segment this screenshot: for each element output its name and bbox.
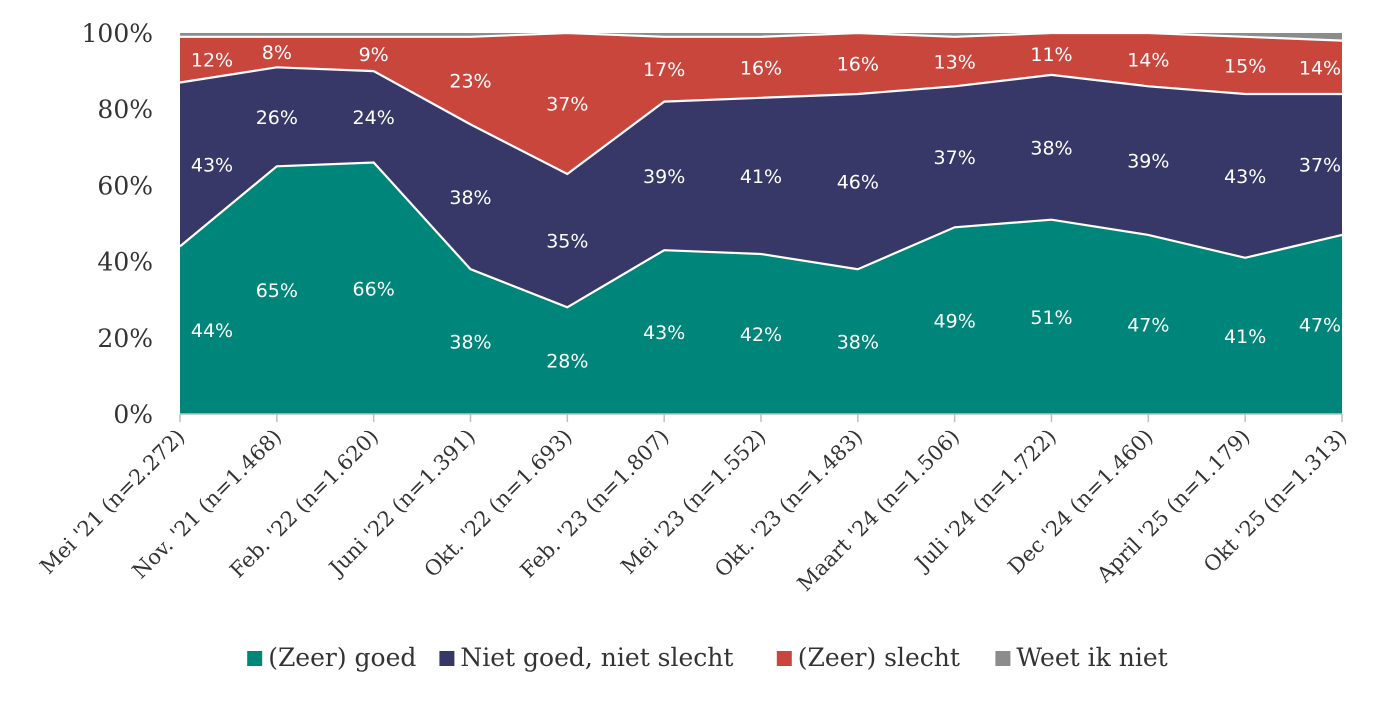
x-tick-label: Maart '24 (n=1.506) <box>793 425 964 596</box>
data-label: 47% <box>1299 314 1341 336</box>
data-label: 49% <box>934 311 976 333</box>
data-label: 37% <box>934 147 976 169</box>
series-boundary-line <box>179 161 1343 309</box>
data-label: 41% <box>1224 326 1266 348</box>
data-label: 24% <box>353 107 395 129</box>
data-label: 39% <box>1127 151 1169 173</box>
data-label: 14% <box>1299 57 1341 79</box>
y-tick-label: 40% <box>97 248 153 277</box>
y-axis-ticks: 0% 20% 40% 60% 80% 100% <box>82 19 153 429</box>
y-tick-label: 100% <box>82 19 153 48</box>
legend-label: (Zeer) goed <box>268 643 416 672</box>
data-label: 43% <box>1224 166 1266 188</box>
legend-item: Niet goed, niet slecht <box>439 643 733 672</box>
chart-axes <box>179 413 1343 422</box>
data-label: 46% <box>837 172 879 194</box>
data-label: 38% <box>449 187 491 209</box>
data-label: 13% <box>934 52 976 74</box>
data-label: 28% <box>546 351 588 373</box>
data-label: 44% <box>191 320 233 342</box>
data-label: 38% <box>1030 137 1072 159</box>
data-label: 43% <box>643 322 685 344</box>
data-label: 39% <box>643 166 685 188</box>
data-label: 12% <box>191 50 233 72</box>
data-label: 9% <box>359 44 389 66</box>
data-label: 16% <box>740 57 782 79</box>
area-zeer-slecht <box>180 33 1342 174</box>
data-label: 37% <box>1299 154 1341 176</box>
data-label: 8% <box>262 42 292 64</box>
legend-label: Niet goed, niet slecht <box>460 643 733 672</box>
data-label: 37% <box>546 93 588 115</box>
area-zeer-goed <box>180 162 1342 414</box>
data-label: 35% <box>546 231 588 253</box>
legend-label: (Zeer) slecht <box>798 643 960 672</box>
area-niet-goed-niet-slecht <box>180 67 1342 308</box>
data-label: 11% <box>1030 44 1072 66</box>
legend: (Zeer) goed Niet goed, niet slecht (Zeer) … <box>247 643 1168 672</box>
data-label: 66% <box>353 278 395 300</box>
data-label: 26% <box>256 107 298 129</box>
data-label: 65% <box>256 280 298 302</box>
legend-swatch <box>247 651 263 666</box>
legend-item: (Zeer) goed <box>247 643 416 672</box>
chart-areas <box>180 33 1342 414</box>
data-labels: 44% 65% 66% 38% 28% 43% 42% 38% 49% 51% 47% 41% 47% 4… <box>191 42 1341 373</box>
data-label: 51% <box>1030 307 1072 329</box>
data-label: 23% <box>449 71 491 93</box>
y-tick-label: 80% <box>97 95 153 124</box>
data-label: 16% <box>837 53 879 75</box>
legend-swatch <box>776 651 792 666</box>
y-tick-label: 60% <box>97 171 153 200</box>
legend-item: Weet ik niet <box>995 643 1168 672</box>
legend-item: (Zeer) slecht <box>776 643 960 672</box>
data-label: 47% <box>1127 314 1169 336</box>
y-tick-label: 20% <box>97 324 153 353</box>
chart-area-borders <box>179 31 1343 309</box>
data-label: 41% <box>740 166 782 188</box>
series-boundary-line <box>180 31 1343 42</box>
legend-swatch <box>439 651 455 666</box>
y-tick-label: 0% <box>113 400 153 429</box>
data-label: 15% <box>1224 55 1266 77</box>
legend-label: Weet ik niet <box>1016 643 1167 672</box>
legend-swatch <box>995 651 1011 666</box>
data-label: 42% <box>740 324 782 346</box>
data-label: 38% <box>449 332 491 354</box>
data-label: 14% <box>1127 50 1169 72</box>
series-boundary-line <box>179 66 1342 176</box>
data-label: 38% <box>837 332 879 354</box>
x-axis-ticks: Mei '21 (n=2.272)Nov. '21 (n=1.468)Feb. … <box>35 425 1351 596</box>
data-label: 43% <box>191 154 233 176</box>
data-label: 17% <box>643 59 685 81</box>
